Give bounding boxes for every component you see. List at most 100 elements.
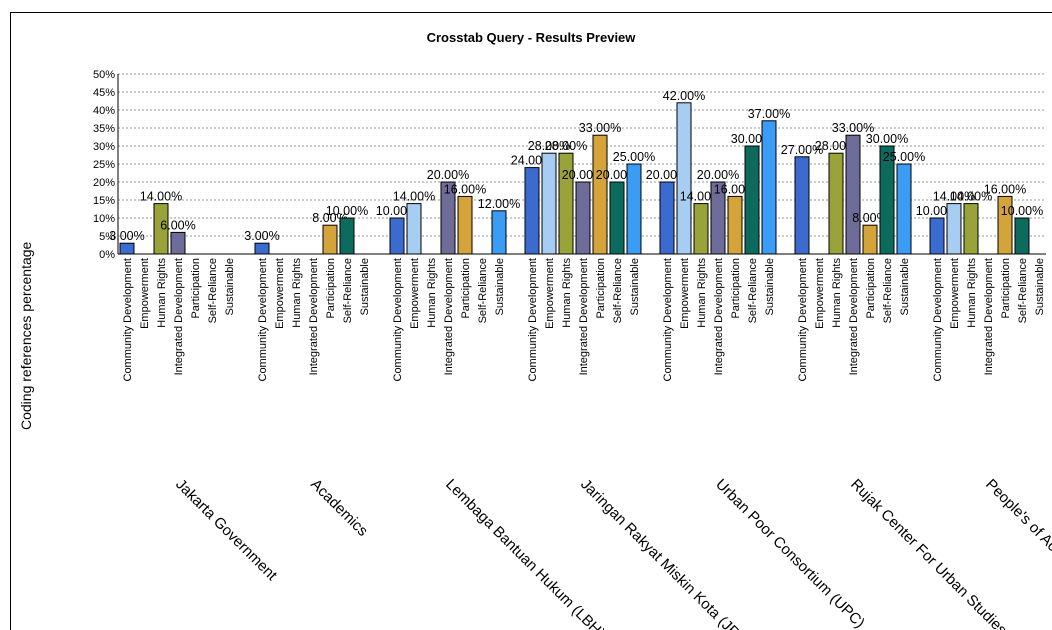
data-label: 28.00% xyxy=(545,139,587,153)
bar xyxy=(389,217,405,255)
x-category-label: Participation xyxy=(1000,258,1012,319)
bar xyxy=(254,242,270,255)
x-category-label: Human Rights xyxy=(831,258,843,328)
bar xyxy=(727,195,743,255)
x-category-label: Participation xyxy=(325,258,337,319)
x-category-label: Self-Reliance xyxy=(747,258,759,323)
bar xyxy=(761,120,777,255)
bar xyxy=(406,203,422,255)
chart-title: Crosstab Query - Results Preview xyxy=(426,30,636,45)
bar xyxy=(828,152,844,255)
x-category-label: Integrated Development xyxy=(308,258,320,375)
group-label: Lembaga Bantuan Hukum (LBH) xyxy=(442,476,608,630)
x-category-label: Self-Reliance xyxy=(207,258,219,323)
bar xyxy=(862,224,878,255)
x-category-label: Integrated Development xyxy=(443,258,455,375)
group-label: People's of Aceh xyxy=(982,476,1052,567)
bar xyxy=(929,217,945,255)
x-category-label: Empowerment xyxy=(814,258,826,329)
bar xyxy=(457,195,473,255)
x-category-label: Sustainable xyxy=(764,258,776,316)
bar xyxy=(794,156,810,255)
x-category-label: Human Rights xyxy=(966,258,978,328)
x-category-label: Community Development xyxy=(122,258,134,382)
x-category-label: Empowerment xyxy=(274,258,286,329)
data-label: 16.00% xyxy=(444,182,486,196)
data-label: 37.00% xyxy=(748,107,790,121)
x-category-label: Self-Reliance xyxy=(342,258,354,323)
bar xyxy=(524,167,540,255)
x-category-label: Participation xyxy=(460,258,472,319)
x-category-label: Integrated Development xyxy=(983,258,995,375)
bar xyxy=(1014,217,1030,255)
y-tick-label: 25% xyxy=(93,159,115,171)
data-label: 33.00% xyxy=(579,121,621,135)
x-category-label: Integrated Development xyxy=(578,258,590,375)
data-label: 27.00% xyxy=(781,143,823,157)
data-label: 30.00% xyxy=(866,132,908,146)
data-label: 3.00% xyxy=(109,229,144,243)
group-label: Jakarta Government xyxy=(172,476,281,585)
bar xyxy=(440,181,456,255)
bar xyxy=(659,181,675,255)
x-category-label: Self-Reliance xyxy=(477,258,489,323)
x-category-label: Community Development xyxy=(662,258,674,382)
data-label: 14.00% xyxy=(140,190,182,204)
bar xyxy=(575,181,591,255)
chart-frame xyxy=(10,12,1052,630)
bar xyxy=(491,210,507,255)
data-label: 8.00% xyxy=(852,211,887,225)
x-category-label: Participation xyxy=(865,258,877,319)
data-label: 14.00% xyxy=(950,190,992,204)
data-label: 10.00% xyxy=(1001,204,1043,218)
y-tick-label: 10% xyxy=(93,213,115,225)
bar xyxy=(339,217,355,255)
data-label: 20.00% xyxy=(697,168,739,182)
x-category-label: Integrated Development xyxy=(173,258,185,375)
y-tick-label: 40% xyxy=(93,105,115,117)
bar xyxy=(845,134,861,255)
x-category-label: Human Rights xyxy=(156,258,168,328)
data-label: 3.00% xyxy=(244,229,279,243)
bar xyxy=(558,152,574,255)
y-tick-label: 15% xyxy=(93,195,115,207)
data-label: 33.00% xyxy=(832,121,874,135)
x-category-label: Self-Reliance xyxy=(882,258,894,323)
x-category-label: Human Rights xyxy=(696,258,708,328)
data-label: 42.00% xyxy=(663,89,705,103)
bar xyxy=(997,195,1013,255)
y-tick-label: 50% xyxy=(93,69,115,81)
x-category-label: Empowerment xyxy=(409,258,421,329)
x-category-label: Self-Reliance xyxy=(612,258,624,323)
bar xyxy=(153,203,169,255)
y-tick-label: 5% xyxy=(99,231,115,243)
group-label: Urban Poor Consortium (UPC) xyxy=(712,476,868,630)
y-tick-label: 45% xyxy=(93,87,115,99)
x-category-label: Participation xyxy=(595,258,607,319)
x-category-label: Integrated Development xyxy=(848,258,860,375)
bar xyxy=(170,231,186,255)
x-category-label: Empowerment xyxy=(949,258,961,329)
data-label: 16.00% xyxy=(984,182,1026,196)
data-label: 14.00% xyxy=(933,190,975,204)
x-category-label: Participation xyxy=(190,258,202,319)
data-label: 12.00% xyxy=(478,197,520,211)
bar xyxy=(896,163,912,255)
group-label: Rujak Center For Urban Studies xyxy=(847,476,1010,630)
x-category-label: Community Development xyxy=(527,258,539,382)
bar xyxy=(322,224,338,255)
y-tick-label: 30% xyxy=(93,141,115,153)
data-label: 25.00% xyxy=(883,150,925,164)
x-category-label: Human Rights xyxy=(291,258,303,328)
data-label: 28.00% xyxy=(528,139,570,153)
bar xyxy=(626,163,642,255)
bar xyxy=(744,145,760,255)
bar xyxy=(879,145,895,255)
x-category-label: Community Development xyxy=(932,258,944,382)
bar xyxy=(609,181,625,255)
x-category-label: Sustainable xyxy=(224,258,236,316)
x-category-label: Human Rights xyxy=(426,258,438,328)
bar xyxy=(963,203,979,255)
group-label: Academics xyxy=(307,476,371,540)
